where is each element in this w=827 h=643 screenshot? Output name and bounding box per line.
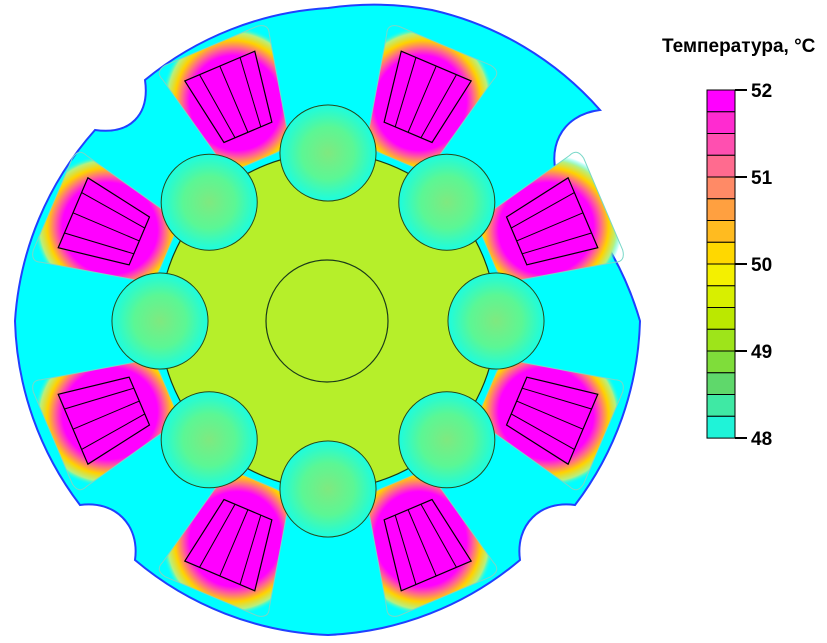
legend-ticks: 52 51 50 49 48 [735, 81, 773, 450]
legend-color-bands [706, 89, 736, 439]
legend-tick-label: 50 [751, 255, 772, 276]
pole-cutout-shade [161, 391, 258, 488]
legend-band [706, 133, 736, 156]
legend-title: Температура, °C [662, 36, 816, 57]
stator-winding-slot [505, 176, 599, 266]
legend-band [706, 350, 736, 374]
legend-band [706, 328, 736, 352]
legend-band [706, 307, 736, 330]
stator-winding-slot [505, 376, 599, 466]
pole-cutout-shade [398, 391, 495, 488]
pole-cutout-shade [280, 105, 376, 201]
stator-winding-slot [183, 50, 273, 144]
legend-band [706, 263, 736, 287]
legend-tick-label: 48 [751, 429, 772, 450]
stator-windings [57, 50, 599, 592]
legend-tick-label: 52 [751, 81, 772, 102]
legend-tick-label: 51 [751, 168, 773, 189]
legend-tick-label: 49 [751, 342, 772, 363]
legend-band [706, 372, 736, 396]
legend-band [706, 415, 736, 439]
legend-band [706, 220, 736, 243]
legend-band [706, 285, 736, 309]
rotor-pole-cutouts [111, 104, 545, 538]
legend-band [706, 394, 736, 417]
pole-cutout-shade [448, 273, 544, 369]
stator-winding-slot [183, 498, 273, 592]
pole-cutout-shade [161, 154, 258, 251]
legend-band [706, 198, 736, 222]
legend-band [706, 154, 736, 178]
legend-band [706, 241, 736, 265]
stator-winding-slot [383, 498, 473, 592]
legend-band [706, 89, 736, 113]
temperature-legend: Температура, °C 52 51 50 49 48 [662, 36, 816, 450]
stator-winding-slot [57, 176, 151, 266]
legend-band [706, 111, 736, 135]
stator-winding-slot [383, 50, 473, 144]
pole-cutout-shade [280, 441, 376, 537]
stator-winding-slot [57, 376, 151, 466]
shaft-outline [265, 259, 389, 383]
pole-cutout-shade [112, 273, 208, 369]
legend-band [706, 176, 736, 200]
pole-cutout-shade [398, 154, 495, 251]
